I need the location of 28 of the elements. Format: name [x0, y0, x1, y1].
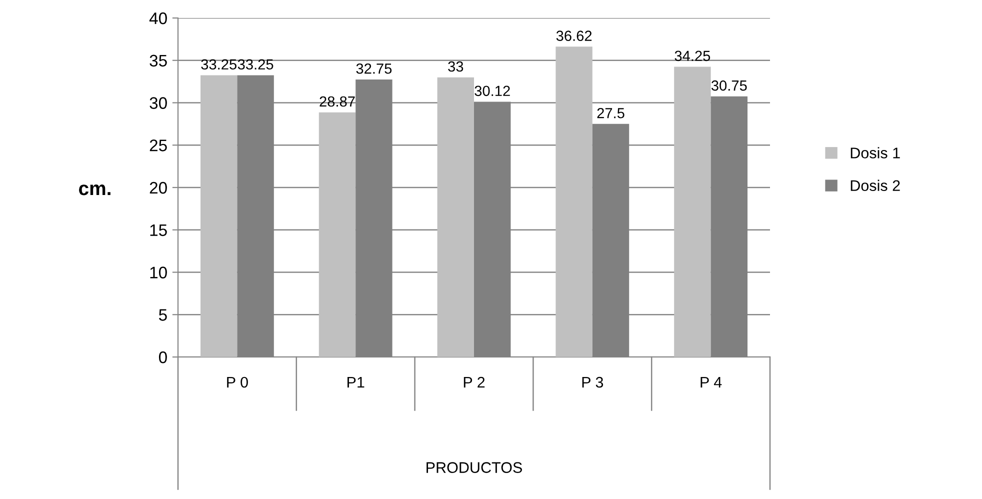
y-tick-label: 15 — [150, 224, 167, 236]
y-tick-label: 25 — [150, 140, 167, 152]
data-label: 32.75 — [356, 63, 392, 74]
data-label: 30.12 — [474, 86, 510, 96]
y-axis-title: cm. — [79, 184, 110, 196]
x-tick-label: P 0 — [227, 376, 248, 388]
x-tick-label: P 2 — [464, 376, 485, 388]
x-tick-label: P 4 — [700, 377, 722, 388]
data-label: 33.25 — [201, 59, 236, 70]
data-label: 36.62 — [556, 30, 592, 41]
data-label: 34.25 — [674, 50, 710, 62]
data-label: 33 — [448, 61, 464, 72]
y-tick-label: 10 — [150, 266, 167, 278]
data-label: 30.75 — [711, 80, 747, 91]
y-tick-label: 0 — [158, 351, 167, 364]
y-tick-label: 35 — [150, 54, 167, 67]
x-tick-label: P 3 — [582, 376, 604, 388]
legend-label: Dosis 2 — [850, 180, 900, 192]
data-label: 28.87 — [320, 96, 355, 107]
x-axis-title: PRODUCTOS — [426, 462, 522, 473]
data-label: 27.5 — [597, 108, 624, 118]
y-tick-label: 5 — [158, 309, 167, 321]
y-tick-label: 30 — [150, 97, 167, 109]
data-label: 33.25 — [238, 59, 274, 70]
legend-label: Dosis 1 — [850, 147, 900, 158]
x-tick-label: P1 — [348, 377, 364, 388]
y-tick-label: 40 — [149, 12, 167, 24]
y-tick-label: 20 — [150, 182, 167, 194]
